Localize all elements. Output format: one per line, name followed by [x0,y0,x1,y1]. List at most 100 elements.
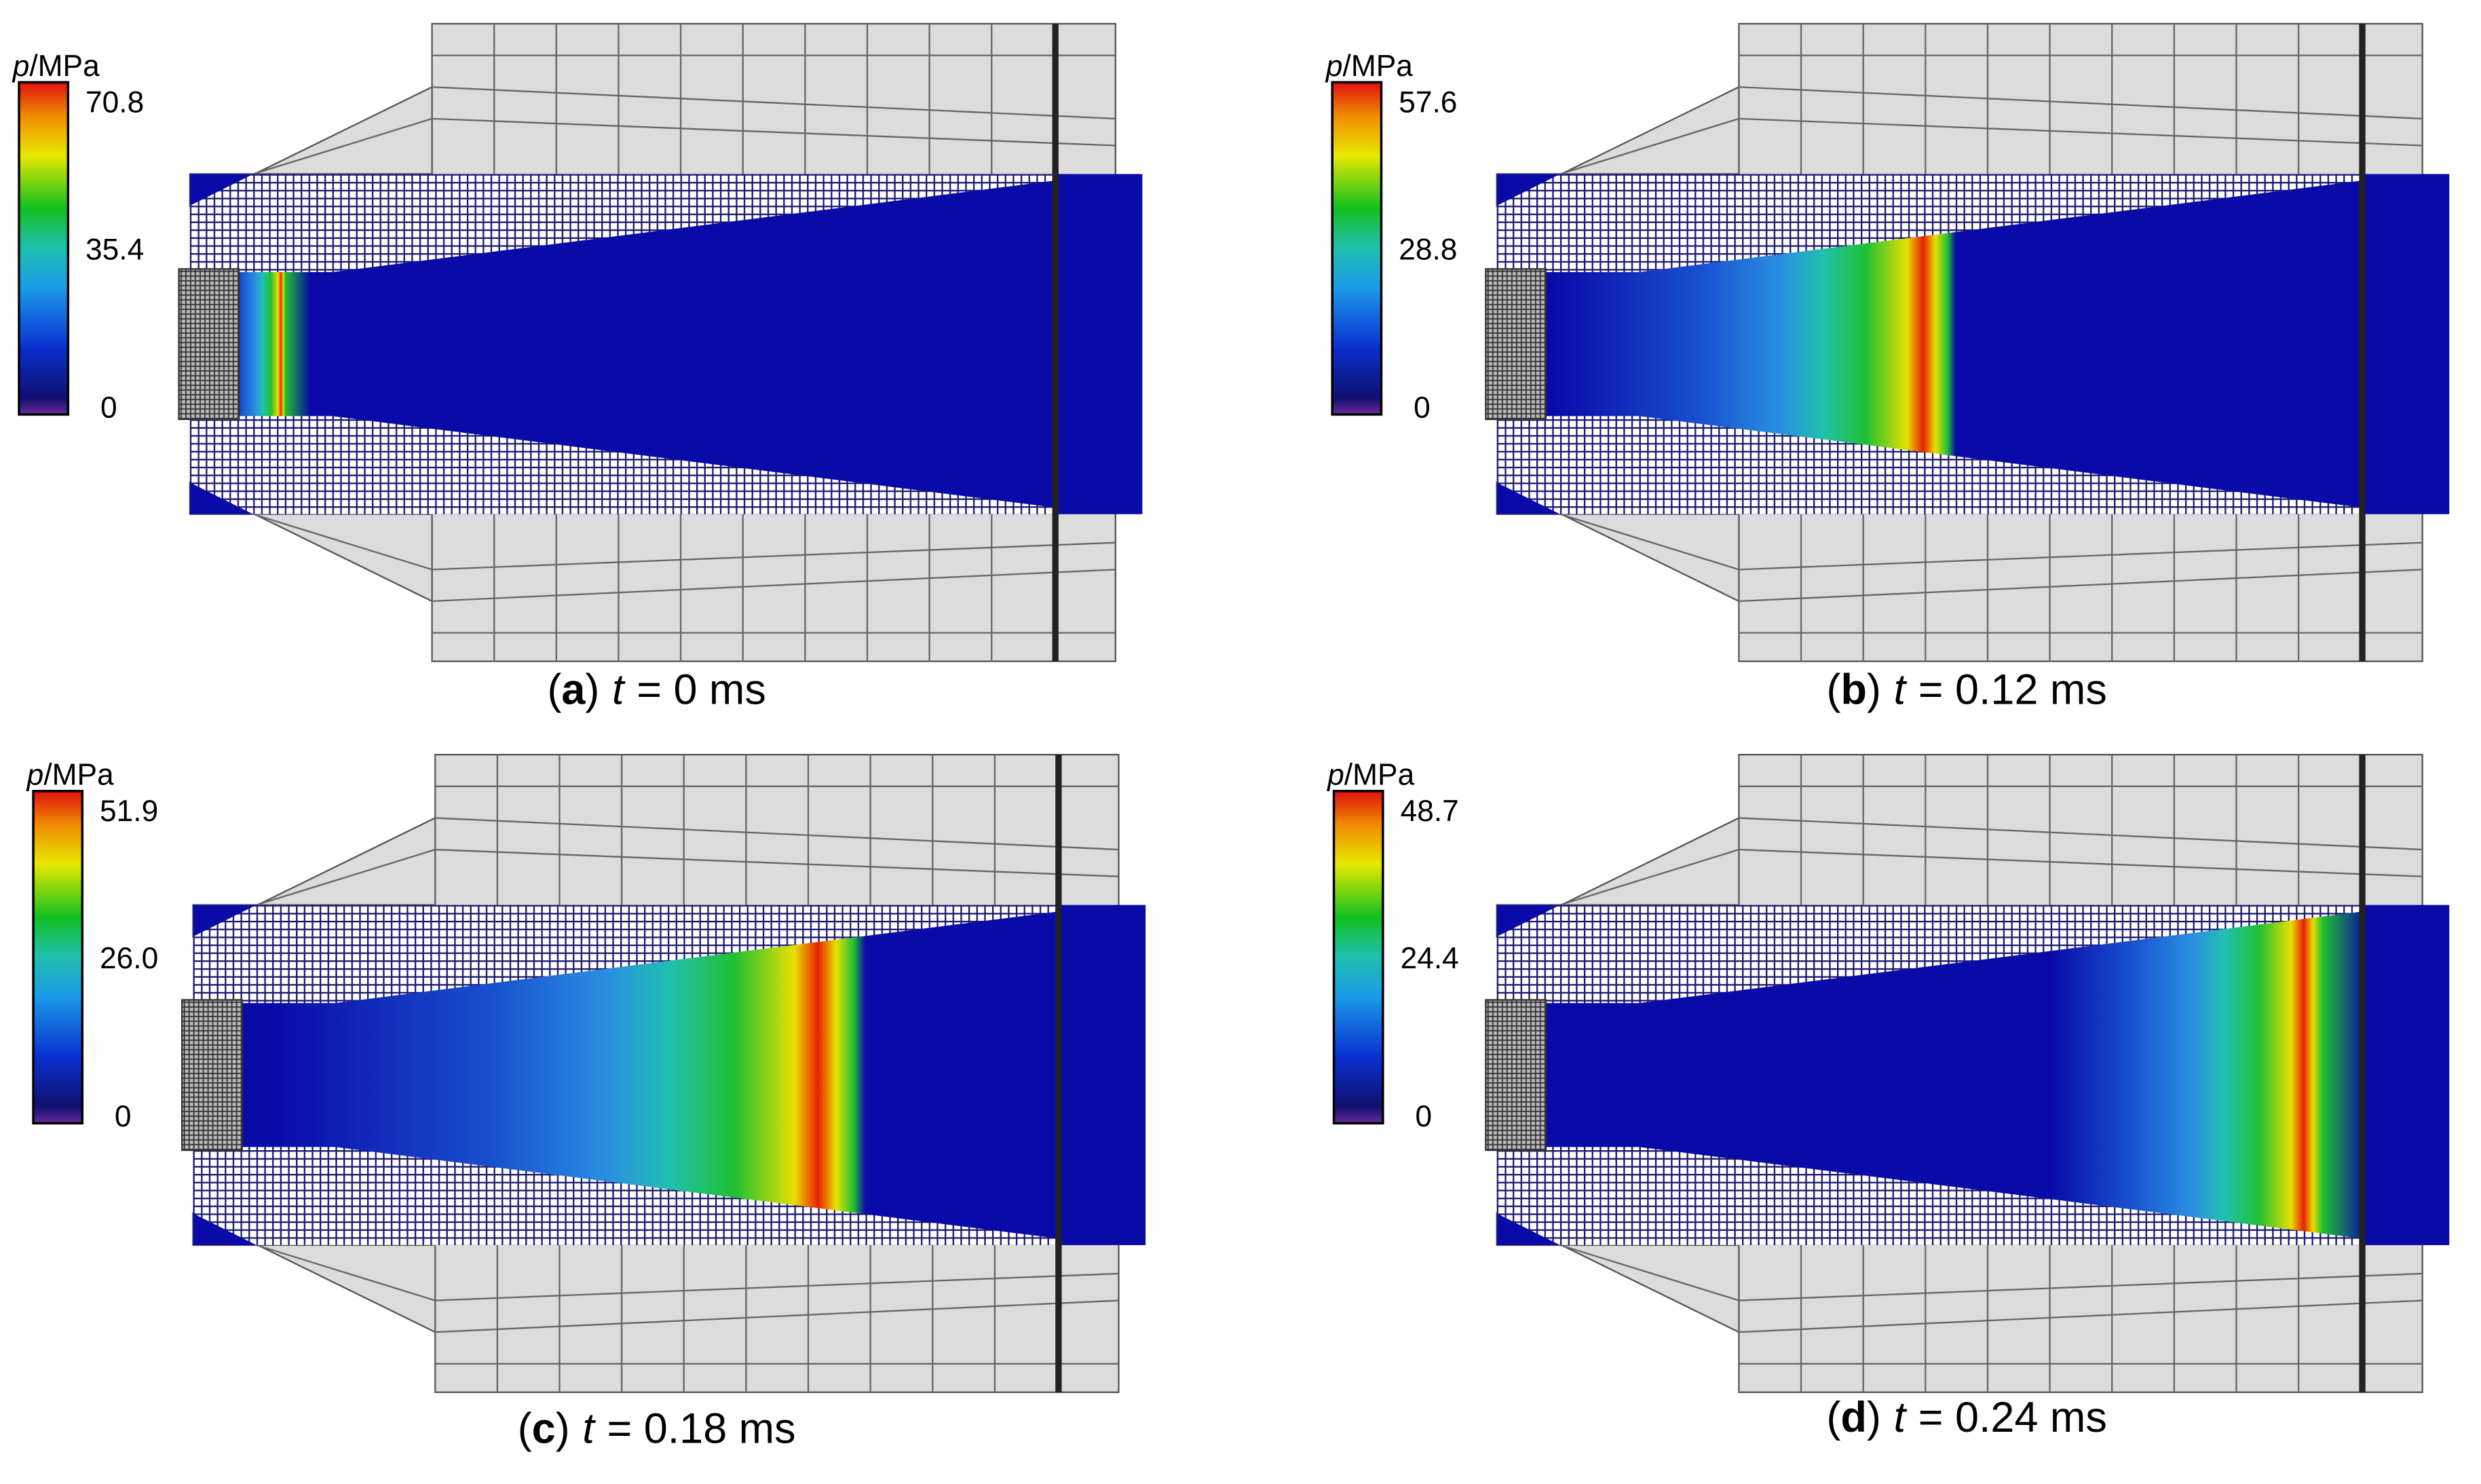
colorbar-scale [32,790,84,1125]
colorbar-max: 57.6 [1399,86,1457,119]
colorbar: p/MPa 51.9 26.0 0 [26,758,159,1133]
mesh-line [256,1244,436,1301]
panel: (b) t = 0.12 ms [1485,22,2450,714]
mesh-line [432,86,1116,120]
caption: (c) t = 0.18 ms [518,1405,796,1452]
colorbar-mid: 26.0 [100,942,158,975]
panel: (a) t = 0 ms [178,22,1143,714]
caption-variable: t [1894,1394,1908,1441]
charge-block [1485,999,1547,1152]
caption-letter: d [1840,1394,1866,1441]
mesh-lines [252,23,1116,662]
wall-mesh [189,174,1057,273]
colorbar-mid: 35.4 [86,233,144,266]
mesh-line [1739,86,2423,120]
mesh-line [1559,513,1739,571]
wall-mesh [1496,416,2364,514]
mesh-line [1739,1299,2423,1333]
caption-close: ) [1867,666,1881,714]
rigid-wall [1055,755,1062,1392]
caption-open: ( [1827,666,1841,714]
mesh-line [1739,569,2423,603]
mesh-line [1559,848,1739,906]
panel: (d) t = 0.24 ms [1485,753,2450,1441]
colorbar-min: 0 [1414,392,1431,425]
colorbar-unit: p/MPa [26,758,114,791]
colorbar-scale [18,81,70,416]
wall-mesh [193,1147,1061,1245]
colorbar-unit: p/MPa [1325,50,1413,83]
mesh-line [432,117,1116,147]
caption-letter: b [1840,666,1866,714]
caption-open: ( [518,1405,532,1452]
caption-value: = 0.12 ms [1918,666,2107,714]
mesh-line [1739,848,2423,877]
mesh-line [252,117,432,175]
charge-block [181,999,243,1152]
pressure-wave [272,930,866,1220]
pressure-wave [1550,224,1956,464]
wall-mesh [1496,1147,2364,1245]
caption-letter: a [561,666,586,714]
colorbar-max: 48.7 [1401,795,1459,828]
unit-symbol: p [1326,758,1344,791]
caption-close: ) [585,666,599,714]
colorbar-mid: 24.4 [1401,942,1459,975]
caption: (d) t = 0.24 ms [1827,1394,2107,1441]
mesh-line [1559,1244,1739,1301]
colorbar-mid: 28.8 [1399,233,1457,266]
colorbar-min: 0 [115,1100,132,1133]
charge-block [1485,268,1547,421]
unit-symbol: p [26,758,44,791]
colorbar-unit: p/MPa [12,50,100,83]
caption: (b) t = 0.12 ms [1827,666,2107,714]
unit-text: /MPa [29,50,100,83]
caption-close: ) [556,1405,570,1452]
caption-variable: t [582,1405,596,1452]
mesh-line [1739,1272,2423,1301]
colorbar: p/MPa 48.7 24.4 0 [1326,758,1459,1133]
mesh-line [435,848,1119,877]
mesh-line [435,817,1119,851]
wall-mesh [1496,905,2364,1004]
caption: (a) t = 0 ms [547,666,765,714]
panel: (c) t = 0.18 ms [181,753,1146,1452]
mesh-line [252,513,432,571]
colorbar-scale [1332,790,1384,1125]
mesh-line [1739,817,2423,851]
mesh-line [1739,117,2423,147]
colorbar-max: 51.9 [100,795,158,828]
caption-open: ( [547,666,561,714]
unit-text: /MPa [1343,50,1414,83]
mesh-line [1739,541,2423,571]
unit-symbol: p [12,50,30,83]
wall-mesh [1496,174,2364,273]
wall-mesh [193,905,1061,1004]
caption-letter: c [532,1405,556,1452]
caption-variable: t [612,666,626,714]
pressure-wave [2050,907,2368,1243]
colorbar-unit: p/MPa [1326,758,1414,791]
mesh-line [435,1299,1119,1333]
colorbar-scale [1331,81,1383,416]
mesh-line [256,848,436,906]
mesh-lines [1559,23,2423,662]
rigid-wall [2359,23,2366,662]
colorbar-max: 70.8 [86,86,144,119]
mesh-line [432,569,1116,603]
mesh-lines [1559,755,2423,1392]
unit-text: /MPa [43,758,114,791]
rigid-wall [1052,23,1059,662]
mesh-line [432,541,1116,571]
mesh-line [1559,117,1739,175]
caption-value: = 0.18 ms [607,1405,795,1452]
caption-open: ( [1827,1394,1841,1441]
caption-close: ) [1867,1394,1881,1441]
wall-mesh [189,416,1057,514]
mesh-line [435,1272,1119,1301]
pressure-wave [237,263,311,425]
